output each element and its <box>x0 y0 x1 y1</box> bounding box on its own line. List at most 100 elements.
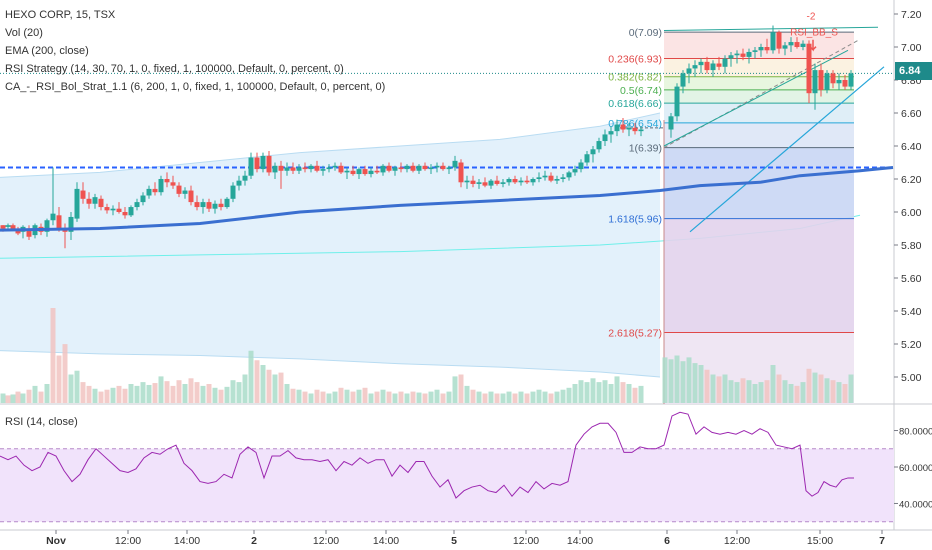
candle-48 <box>284 162 290 176</box>
candle-96 <box>572 165 578 176</box>
volume-bar-23 <box>134 385 140 403</box>
volume-legend[interactable]: Vol (20) <box>5 27 43 39</box>
symbol-legend[interactable]: HEXO CORP, 15, TSX <box>5 9 116 21</box>
volume-bar-121 <box>740 378 746 403</box>
volume-bar-59 <box>350 391 356 403</box>
candle-body <box>542 175 548 178</box>
volume-bar-17 <box>98 391 104 403</box>
volume-bar-40 <box>236 382 242 403</box>
candle-30 <box>176 182 182 198</box>
volume-bar-24 <box>140 382 146 403</box>
candle-94 <box>560 174 566 183</box>
candle-body <box>530 179 536 183</box>
volume-bar-127 <box>776 374 782 403</box>
volume-bar-77 <box>458 374 464 403</box>
volume-bar-110 <box>674 355 680 403</box>
bol-strategy-legend[interactable]: CA_-_RSI_Bol_Strat_1.1 (6, 200, 1, 0, fi… <box>5 81 386 93</box>
volume-bar-123 <box>752 384 758 403</box>
candle-body <box>296 167 302 171</box>
candle-130 <box>800 40 806 51</box>
candle-61 <box>362 165 368 176</box>
volume-bar-16 <box>92 388 98 403</box>
ema-200-line <box>0 165 894 232</box>
candle-body <box>248 157 254 176</box>
volume-bar-80 <box>476 391 482 403</box>
candle-25 <box>146 185 152 199</box>
candle-body <box>758 47 764 51</box>
ema-legend[interactable]: EMA (200, close) <box>5 45 89 57</box>
candle-26 <box>152 182 158 196</box>
candle-body <box>362 169 368 175</box>
candle-body <box>752 50 758 52</box>
rsi-line <box>0 411 854 499</box>
candle-body <box>464 180 470 183</box>
candle-87 <box>518 177 524 186</box>
time-axis[interactable]: Nov 12:00 14:00 2 12:00 14:00 5 12:00 14:00 6 12:0… <box>46 530 885 547</box>
volume-bar-139 <box>848 374 854 403</box>
candle-body <box>686 68 692 74</box>
candle-72 <box>428 164 434 175</box>
volume-bar-22 <box>128 384 134 403</box>
volume-bar-29 <box>170 385 176 403</box>
volume-bar-76 <box>452 376 458 403</box>
candle-body <box>206 202 212 209</box>
volume-bar-126 <box>770 365 776 403</box>
candle-body <box>794 42 800 47</box>
candle-42 <box>248 152 254 179</box>
volume-bar-2 <box>10 394 16 403</box>
candle-125 <box>770 25 776 54</box>
volume-bar-85 <box>506 391 512 403</box>
candle-body <box>614 124 620 132</box>
time-tick-label-7: 12:00 <box>513 535 539 547</box>
inner-trend-line <box>663 49 849 147</box>
candle-body <box>806 43 812 94</box>
candle-body <box>524 180 530 183</box>
candle-body <box>788 42 794 46</box>
candle-body <box>482 182 488 186</box>
candle-109 <box>674 83 680 122</box>
rsi-tick-label-1: 60.0000 <box>899 463 932 474</box>
candle-106 <box>632 122 638 135</box>
time-tick-label-12: 7 <box>879 535 885 547</box>
candle-body <box>200 202 206 208</box>
candle-81 <box>482 177 488 188</box>
candle-73 <box>434 162 440 173</box>
ascending-trend-line <box>689 66 885 233</box>
volume-bar-57 <box>338 387 344 403</box>
fib-level-label-4: 0.618(6.66) <box>608 98 662 110</box>
candle-119 <box>734 50 740 64</box>
candle-body <box>236 180 242 186</box>
candle-body <box>146 188 152 196</box>
candle-122 <box>752 47 758 59</box>
candle-71 <box>422 162 428 171</box>
volume-bar-132 <box>806 368 812 403</box>
rsi-legend[interactable]: RSI (14, close) <box>5 416 78 428</box>
candle-body <box>818 70 824 90</box>
candle-body <box>374 170 380 173</box>
candle-body <box>344 170 350 173</box>
rsi-strategy-legend[interactable]: RSI Strategy (14, 30, 70, 1, 0, fixed, 1… <box>5 63 344 75</box>
candle-body <box>104 207 110 211</box>
time-tick-label-6: 5 <box>451 535 457 547</box>
candle-101 <box>602 129 608 146</box>
candle-70 <box>416 164 422 175</box>
volume-bar-102 <box>608 384 614 403</box>
candle-16 <box>92 193 98 209</box>
candle-body <box>716 63 722 67</box>
volume-bar-133 <box>812 372 818 403</box>
candle-body <box>128 207 134 216</box>
candle-37 <box>218 198 224 211</box>
candle-62 <box>368 167 374 178</box>
candle-body <box>380 165 386 173</box>
candle-5 <box>26 225 32 241</box>
volume-bar-39 <box>230 380 236 403</box>
candle-75 <box>446 165 452 175</box>
candle-43 <box>254 152 260 173</box>
candle-112 <box>692 60 698 77</box>
price-tick-label-6: 6.00 <box>901 207 922 219</box>
candle-12 <box>68 212 74 241</box>
candle-body <box>404 165 410 170</box>
candle-body <box>830 73 836 84</box>
candle-99 <box>590 146 596 163</box>
volume-bar-90 <box>536 389 542 403</box>
